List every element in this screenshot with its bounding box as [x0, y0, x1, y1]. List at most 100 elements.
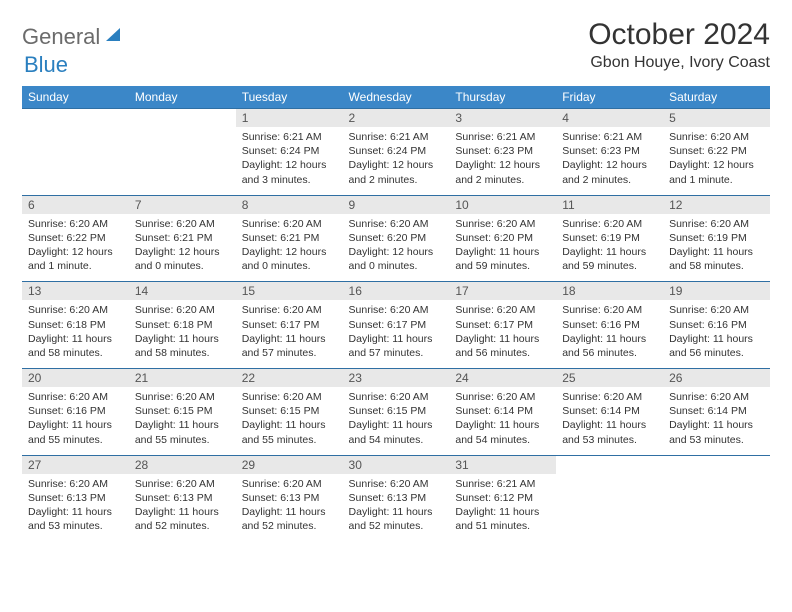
day-number: 26 — [663, 369, 770, 387]
calendar-cell: 10Sunrise: 6:20 AMSunset: 6:20 PMDayligh… — [449, 195, 556, 282]
calendar-cell: 3Sunrise: 6:21 AMSunset: 6:23 PMDaylight… — [449, 109, 556, 196]
calendar-week-row: 6Sunrise: 6:20 AMSunset: 6:22 PMDaylight… — [22, 195, 770, 282]
day-number: 7 — [129, 196, 236, 214]
calendar-cell: 29Sunrise: 6:20 AMSunset: 6:13 PMDayligh… — [236, 455, 343, 541]
day-body: Sunrise: 6:21 AMSunset: 6:24 PMDaylight:… — [343, 127, 450, 195]
day-body: Sunrise: 6:20 AMSunset: 6:19 PMDaylight:… — [663, 214, 770, 282]
calendar-cell: 8Sunrise: 6:20 AMSunset: 6:21 PMDaylight… — [236, 195, 343, 282]
calendar-cell: 16Sunrise: 6:20 AMSunset: 6:17 PMDayligh… — [343, 282, 450, 369]
calendar-cell-empty — [129, 109, 236, 196]
day-body: Sunrise: 6:20 AMSunset: 6:19 PMDaylight:… — [556, 214, 663, 282]
day-body — [556, 474, 663, 532]
day-number: 29 — [236, 456, 343, 474]
day-body: Sunrise: 6:20 AMSunset: 6:21 PMDaylight:… — [236, 214, 343, 282]
weekday-header: Sunday — [22, 86, 129, 109]
day-number: 2 — [343, 109, 450, 127]
day-number: 4 — [556, 109, 663, 127]
calendar-cell-empty — [663, 455, 770, 541]
day-body: Sunrise: 6:20 AMSunset: 6:16 PMDaylight:… — [556, 300, 663, 368]
day-body: Sunrise: 6:20 AMSunset: 6:21 PMDaylight:… — [129, 214, 236, 282]
day-body: Sunrise: 6:20 AMSunset: 6:13 PMDaylight:… — [236, 474, 343, 542]
calendar-cell: 7Sunrise: 6:20 AMSunset: 6:21 PMDaylight… — [129, 195, 236, 282]
calendar-header-row: SundayMondayTuesdayWednesdayThursdayFrid… — [22, 86, 770, 109]
day-body: Sunrise: 6:20 AMSunset: 6:20 PMDaylight:… — [449, 214, 556, 282]
day-body: Sunrise: 6:21 AMSunset: 6:23 PMDaylight:… — [449, 127, 556, 195]
calendar-cell: 25Sunrise: 6:20 AMSunset: 6:14 PMDayligh… — [556, 369, 663, 456]
day-body: Sunrise: 6:20 AMSunset: 6:22 PMDaylight:… — [663, 127, 770, 195]
day-number: 13 — [22, 282, 129, 300]
weekday-header: Saturday — [663, 86, 770, 109]
calendar-cell: 12Sunrise: 6:20 AMSunset: 6:19 PMDayligh… — [663, 195, 770, 282]
day-number: 11 — [556, 196, 663, 214]
calendar-cell: 31Sunrise: 6:21 AMSunset: 6:12 PMDayligh… — [449, 455, 556, 541]
calendar-cell: 4Sunrise: 6:21 AMSunset: 6:23 PMDaylight… — [556, 109, 663, 196]
month-title: October 2024 — [588, 18, 770, 52]
day-body — [129, 127, 236, 185]
day-body: Sunrise: 6:20 AMSunset: 6:13 PMDaylight:… — [343, 474, 450, 542]
day-number — [556, 456, 663, 474]
day-number: 14 — [129, 282, 236, 300]
calendar-cell: 14Sunrise: 6:20 AMSunset: 6:18 PMDayligh… — [129, 282, 236, 369]
day-body: Sunrise: 6:20 AMSunset: 6:15 PMDaylight:… — [236, 387, 343, 455]
day-number: 24 — [449, 369, 556, 387]
day-number: 20 — [22, 369, 129, 387]
calendar-cell: 24Sunrise: 6:20 AMSunset: 6:14 PMDayligh… — [449, 369, 556, 456]
calendar-cell: 23Sunrise: 6:20 AMSunset: 6:15 PMDayligh… — [343, 369, 450, 456]
day-number: 17 — [449, 282, 556, 300]
day-body: Sunrise: 6:21 AMSunset: 6:24 PMDaylight:… — [236, 127, 343, 195]
day-body: Sunrise: 6:20 AMSunset: 6:22 PMDaylight:… — [22, 214, 129, 282]
day-body: Sunrise: 6:20 AMSunset: 6:16 PMDaylight:… — [22, 387, 129, 455]
calendar-cell: 26Sunrise: 6:20 AMSunset: 6:14 PMDayligh… — [663, 369, 770, 456]
calendar-cell: 13Sunrise: 6:20 AMSunset: 6:18 PMDayligh… — [22, 282, 129, 369]
day-body: Sunrise: 6:20 AMSunset: 6:13 PMDaylight:… — [129, 474, 236, 542]
day-number: 22 — [236, 369, 343, 387]
day-body: Sunrise: 6:20 AMSunset: 6:17 PMDaylight:… — [343, 300, 450, 368]
day-body: Sunrise: 6:21 AMSunset: 6:23 PMDaylight:… — [556, 127, 663, 195]
day-number: 27 — [22, 456, 129, 474]
day-number: 23 — [343, 369, 450, 387]
calendar-cell: 22Sunrise: 6:20 AMSunset: 6:15 PMDayligh… — [236, 369, 343, 456]
day-number: 28 — [129, 456, 236, 474]
day-body: Sunrise: 6:20 AMSunset: 6:15 PMDaylight:… — [129, 387, 236, 455]
day-number: 3 — [449, 109, 556, 127]
calendar-table: SundayMondayTuesdayWednesdayThursdayFrid… — [22, 86, 770, 541]
calendar-week-row: 20Sunrise: 6:20 AMSunset: 6:16 PMDayligh… — [22, 369, 770, 456]
day-number — [663, 456, 770, 474]
day-number: 10 — [449, 196, 556, 214]
day-number: 6 — [22, 196, 129, 214]
calendar-cell: 27Sunrise: 6:20 AMSunset: 6:13 PMDayligh… — [22, 455, 129, 541]
logo-text-general: General — [22, 24, 100, 50]
day-number: 19 — [663, 282, 770, 300]
weekday-header: Thursday — [449, 86, 556, 109]
day-body: Sunrise: 6:20 AMSunset: 6:14 PMDaylight:… — [663, 387, 770, 455]
calendar-cell: 30Sunrise: 6:20 AMSunset: 6:13 PMDayligh… — [343, 455, 450, 541]
day-number: 30 — [343, 456, 450, 474]
logo: General — [22, 18, 126, 50]
calendar-cell: 21Sunrise: 6:20 AMSunset: 6:15 PMDayligh… — [129, 369, 236, 456]
day-number: 21 — [129, 369, 236, 387]
calendar-cell: 15Sunrise: 6:20 AMSunset: 6:17 PMDayligh… — [236, 282, 343, 369]
calendar-cell: 9Sunrise: 6:20 AMSunset: 6:20 PMDaylight… — [343, 195, 450, 282]
day-body: Sunrise: 6:20 AMSunset: 6:18 PMDaylight:… — [129, 300, 236, 368]
weekday-header: Tuesday — [236, 86, 343, 109]
calendar-week-row: 13Sunrise: 6:20 AMSunset: 6:18 PMDayligh… — [22, 282, 770, 369]
day-body: Sunrise: 6:20 AMSunset: 6:20 PMDaylight:… — [343, 214, 450, 282]
day-number: 12 — [663, 196, 770, 214]
calendar-cell: 11Sunrise: 6:20 AMSunset: 6:19 PMDayligh… — [556, 195, 663, 282]
logo-sail-icon — [104, 26, 124, 49]
calendar-cell: 19Sunrise: 6:20 AMSunset: 6:16 PMDayligh… — [663, 282, 770, 369]
calendar-cell: 1Sunrise: 6:21 AMSunset: 6:24 PMDaylight… — [236, 109, 343, 196]
calendar-cell: 5Sunrise: 6:20 AMSunset: 6:22 PMDaylight… — [663, 109, 770, 196]
calendar-week-row: 1Sunrise: 6:21 AMSunset: 6:24 PMDaylight… — [22, 109, 770, 196]
weekday-header: Friday — [556, 86, 663, 109]
day-body: Sunrise: 6:20 AMSunset: 6:14 PMDaylight:… — [556, 387, 663, 455]
logo-text-blue: Blue — [24, 52, 772, 78]
weekday-header: Monday — [129, 86, 236, 109]
day-body: Sunrise: 6:20 AMSunset: 6:17 PMDaylight:… — [236, 300, 343, 368]
calendar-cell: 6Sunrise: 6:20 AMSunset: 6:22 PMDaylight… — [22, 195, 129, 282]
day-number: 16 — [343, 282, 450, 300]
day-number: 1 — [236, 109, 343, 127]
day-body: Sunrise: 6:20 AMSunset: 6:13 PMDaylight:… — [22, 474, 129, 542]
day-number: 15 — [236, 282, 343, 300]
day-number: 18 — [556, 282, 663, 300]
